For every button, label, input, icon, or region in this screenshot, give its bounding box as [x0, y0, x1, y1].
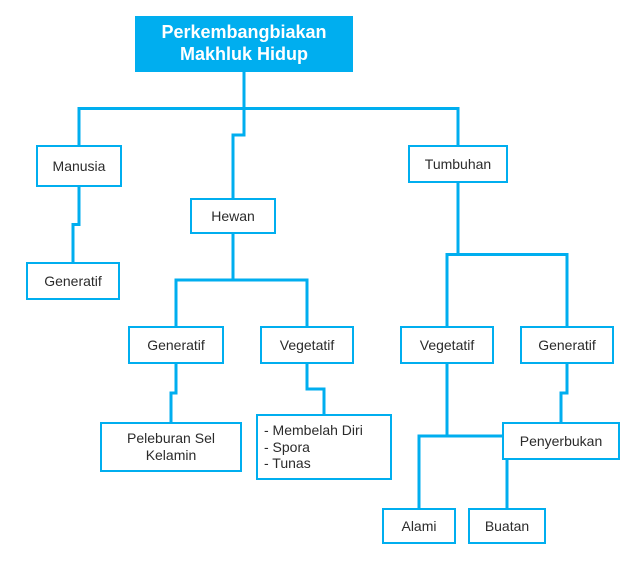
node-label: Peleburan Sel Kelamin [127, 430, 215, 464]
node-tumbuhan: Tumbuhan [408, 145, 508, 183]
edge-hveg-hveg2 [307, 364, 324, 414]
node-label: Generatif [44, 273, 102, 290]
edge-root-hewan [233, 72, 244, 198]
node-tgen: Generatif [520, 326, 614, 364]
edge-tumbuhan-tgen [458, 183, 567, 326]
edge-tveg-buatan [447, 364, 507, 508]
node-label: Tumbuhan [425, 156, 491, 173]
edge-manusia-mgen [73, 187, 79, 262]
node-label: Alami [401, 518, 436, 535]
edge-tumbuhan-tveg [447, 183, 458, 326]
node-hveg2: - Membelah Diri - Spora - Tunas [256, 414, 392, 480]
edge-hewan-hveg [233, 234, 307, 326]
edge-hewan-hgen [176, 234, 233, 326]
node-label: Hewan [211, 208, 255, 225]
node-manusia: Manusia [36, 145, 122, 187]
node-mgen: Generatif [26, 262, 120, 300]
node-label: Generatif [538, 337, 596, 354]
node-label: Buatan [485, 518, 529, 535]
node-label: Generatif [147, 337, 205, 354]
node-label: Manusia [53, 158, 106, 175]
node-root: Perkembangbiakan Makhluk Hidup [135, 16, 353, 72]
edge-root-tumbuhan [244, 72, 458, 145]
node-label: Vegetatif [420, 337, 475, 354]
node-hgen2: Peleburan Sel Kelamin [100, 422, 242, 472]
node-hewan: Hewan [190, 198, 276, 234]
node-label: Penyerbukan [520, 433, 603, 450]
node-label: - Membelah Diri - Spora - Tunas [264, 422, 363, 472]
edge-root-manusia [79, 72, 244, 145]
node-buatan: Buatan [468, 508, 546, 544]
node-penyerbukan: Penyerbukan [502, 422, 620, 460]
edge-tgen-penyerbukan [561, 364, 567, 422]
node-alami: Alami [382, 508, 456, 544]
node-hgen: Generatif [128, 326, 224, 364]
edge-tveg-alami [419, 364, 447, 508]
node-label: Perkembangbiakan Makhluk Hidup [161, 22, 326, 65]
node-tveg: Vegetatif [400, 326, 494, 364]
edge-hgen-hgen2 [171, 364, 176, 422]
node-label: Vegetatif [280, 337, 335, 354]
node-hveg: Vegetatif [260, 326, 354, 364]
